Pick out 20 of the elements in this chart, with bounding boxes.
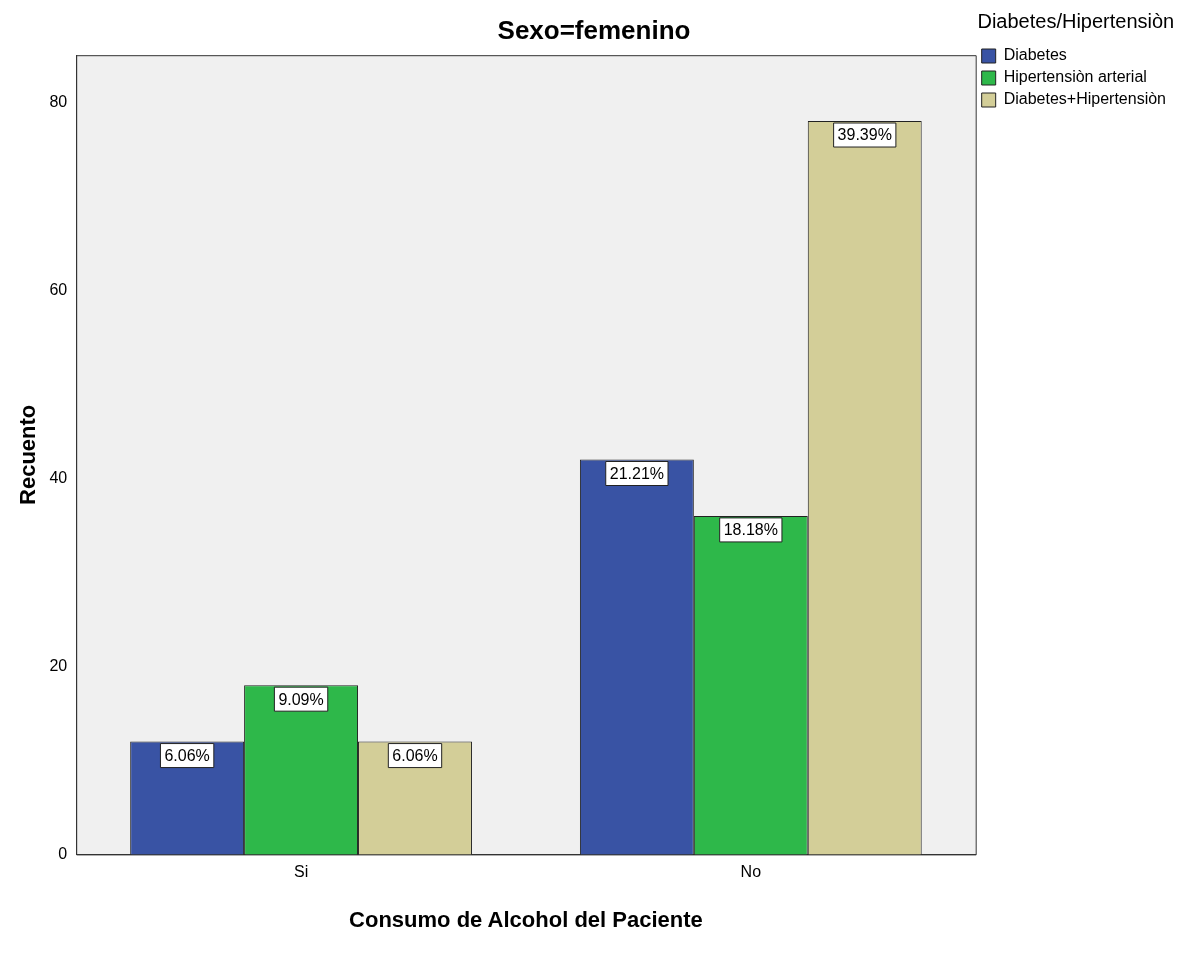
y-tick-label: 80 (49, 92, 68, 110)
y-axis-title: Recuento (15, 404, 41, 505)
annotation: 6.06% (164, 746, 210, 764)
y-tick-label: 0 (58, 844, 68, 862)
annotation: 6.06% (392, 746, 438, 764)
annotation: 18.18% (723, 521, 778, 539)
legend-label: Hipertensiòn arterial (1003, 68, 1147, 86)
annotation: 9.09% (278, 690, 324, 708)
x-tick-label: Si (293, 863, 309, 881)
legend-title: Diabetes/Hipertensiòn (977, 9, 1175, 32)
y-tick-label: 60 (49, 280, 68, 298)
annotation: 39.39% (837, 126, 892, 144)
chart-title: Sexo=femenino (497, 14, 691, 45)
annotation: 21.21% (609, 464, 665, 482)
x-tick-label: No (740, 863, 762, 881)
x-axis-title: Consumo de Alcohol del Paciente (349, 906, 703, 932)
y-tick-label: 40 (49, 468, 68, 486)
y-tick-label: 20 (49, 656, 68, 674)
legend-label: Diabetes+Hipertensiòn (1003, 90, 1167, 108)
legend-label: Diabetes (1003, 46, 1067, 64)
